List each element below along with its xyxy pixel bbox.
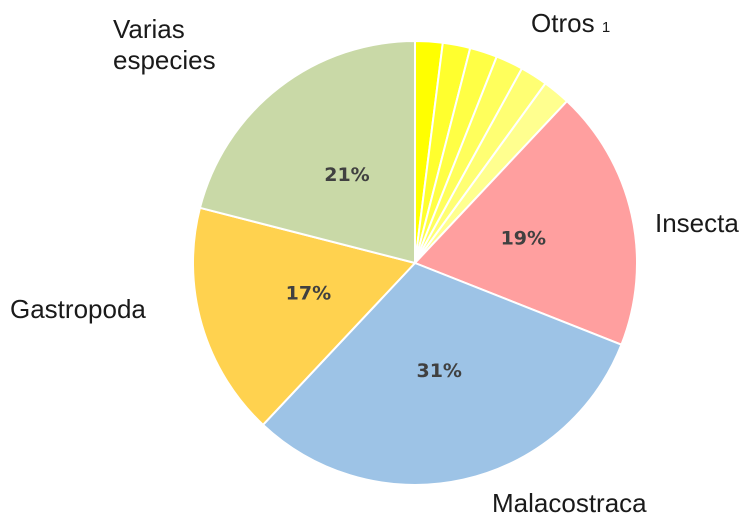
category-label: Malacostraca xyxy=(492,488,647,518)
pie-slice xyxy=(261,261,623,486)
data-label: 21% xyxy=(324,164,369,186)
data-label: 19% xyxy=(501,227,546,249)
pie-slice xyxy=(413,99,638,347)
category-label: Insecta xyxy=(655,208,739,238)
annotation-note: 1 xyxy=(601,19,611,36)
category-label: Varias especies xyxy=(113,14,216,75)
category-label: Gastropoda xyxy=(10,294,146,324)
data-label: 17% xyxy=(286,282,331,304)
pie-slice xyxy=(192,206,417,427)
annotation: Otros 1 xyxy=(531,8,610,43)
annotation-text: Otros xyxy=(531,8,595,38)
pie-slice xyxy=(198,39,416,265)
data-label: 31% xyxy=(416,360,461,382)
